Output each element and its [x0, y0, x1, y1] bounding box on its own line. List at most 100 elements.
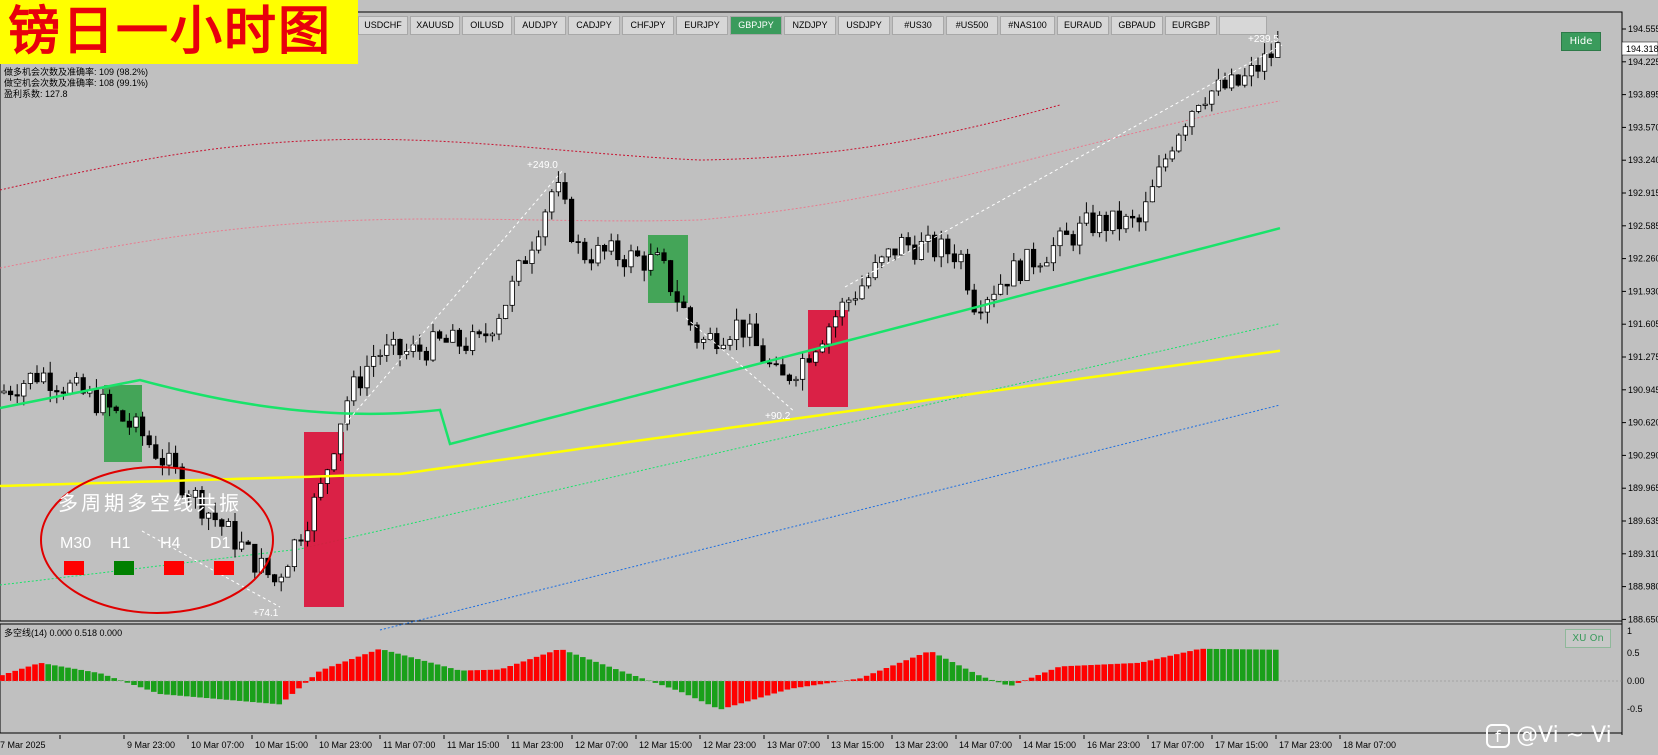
candle-body — [1215, 79, 1221, 92]
candle-body — [991, 293, 997, 301]
indicator-bar — [956, 665, 962, 681]
candle-body — [423, 350, 430, 361]
candle-body — [7, 390, 14, 396]
candle-body — [238, 541, 245, 550]
candle-body — [813, 351, 819, 363]
time-axis-label: 17 Mar 23:00 — [1279, 740, 1332, 750]
time-axis-label: 10 Mar 07:00 — [191, 740, 244, 750]
candle-body — [34, 372, 40, 383]
indicator-bar — [606, 666, 612, 681]
profit-factor: 盈利系数: 127.8 — [4, 89, 68, 99]
annotation-label: +239.5 — [1248, 34, 1279, 45]
indicator-bar — [811, 681, 817, 686]
indicator-bar — [1174, 654, 1180, 681]
indicator-bar — [923, 652, 929, 681]
tab-empty[interactable] — [1219, 16, 1267, 35]
indicator-bar — [672, 681, 678, 690]
candle-body — [522, 260, 529, 264]
indicator-bar — [1259, 649, 1266, 681]
candle-body — [1097, 214, 1103, 234]
indicator-bar — [1075, 665, 1081, 681]
candle-body — [331, 453, 337, 471]
indicator-bar — [65, 667, 71, 681]
indicator-bar — [98, 673, 104, 681]
candle-body — [852, 298, 859, 301]
indicator-bar — [731, 681, 738, 706]
tab-euraud[interactable]: EURAUD — [1057, 16, 1109, 35]
time-axis-label: 12 Mar 07:00 — [575, 740, 628, 750]
candle-body — [720, 344, 727, 350]
tab-nas100[interactable]: #NAS100 — [1000, 16, 1055, 35]
indicator-bar — [461, 670, 467, 681]
candle-body — [1182, 126, 1188, 136]
tab-eurjpy[interactable]: EURJPY — [676, 16, 728, 35]
highlight-circle — [40, 466, 274, 614]
candle-body — [978, 311, 984, 314]
time-axis-label: 11 Mar 15:00 — [447, 740, 499, 750]
tab-oilusd[interactable]: OILUSD — [462, 16, 512, 35]
indicator-bar — [936, 655, 942, 681]
tab-nzdjpy[interactable]: NZDJPY — [784, 16, 836, 35]
tab-eurgbp[interactable]: EURGBP — [1165, 16, 1217, 35]
hide-button[interactable]: Hide — [1561, 32, 1601, 51]
tab-usdchf[interactable]: USDCHF — [358, 16, 408, 35]
indicator-bar — [177, 681, 183, 696]
candle-body — [555, 182, 562, 193]
candle-body — [1268, 53, 1274, 58]
indicator-bar — [151, 681, 157, 692]
candle-body — [1242, 75, 1248, 86]
indicator-bar — [540, 654, 546, 681]
timeframe-label: H4 — [160, 535, 181, 552]
candle-body — [628, 250, 634, 268]
candle-body — [245, 541, 251, 545]
tab-xauusd[interactable]: XAUUSD — [410, 16, 460, 35]
tab-us30[interactable]: #US30 — [892, 16, 944, 35]
indicator-bar — [566, 652, 573, 681]
candle-body — [1004, 283, 1010, 287]
indicator-bar — [243, 681, 249, 702]
candle-body — [351, 376, 357, 402]
indicator-bar — [342, 661, 348, 681]
indicator-bar — [223, 681, 230, 700]
candle-body — [1163, 158, 1169, 168]
tab-cadjpy[interactable]: CADJPY — [568, 16, 620, 35]
candle-body — [1024, 248, 1030, 282]
timeframe-status-square — [214, 561, 234, 575]
long-stats: 做多机会次数及准确率: 109 (98.2%) — [4, 67, 149, 77]
indicator-bar — [1134, 662, 1140, 681]
indicator-bar — [428, 662, 434, 681]
xu-on-button[interactable]: XU On — [1565, 629, 1611, 648]
tab-chfjpy[interactable]: CHFJPY — [622, 16, 674, 35]
candle-body — [74, 377, 80, 384]
indicator-bar — [144, 681, 150, 690]
tab-gbpaud[interactable]: GBPAUD — [1111, 16, 1163, 35]
indicator-bar — [1108, 664, 1114, 681]
candle-body — [1169, 150, 1175, 160]
indicator-bar — [415, 659, 421, 681]
indicator-bar — [877, 670, 883, 681]
indicator-bar — [349, 659, 355, 681]
indicator-bar — [1233, 649, 1239, 681]
tab-usdjpy[interactable]: USDJPY — [838, 16, 890, 35]
candle-body — [839, 301, 845, 318]
candle-body — [793, 378, 799, 382]
tab-audjpy[interactable]: AUDJPY — [514, 16, 566, 35]
candle-body — [971, 289, 977, 313]
indicator-bar — [778, 681, 784, 692]
candle-body — [1136, 217, 1142, 223]
candle-body — [252, 543, 258, 573]
indicator-bar — [481, 669, 487, 681]
indicator-bar — [184, 681, 190, 697]
indicator-bar — [71, 668, 78, 681]
indicator-bar — [1240, 649, 1246, 681]
indicator-bar — [316, 671, 322, 681]
tab-gbpjpy[interactable]: GBPJPY — [730, 16, 782, 35]
indicator-bar — [1055, 667, 1061, 681]
tab-us500[interactable]: #US500 — [946, 16, 998, 35]
time-axis-label: 14 Mar 15:00 — [1023, 740, 1076, 750]
indicator-bar — [230, 681, 236, 701]
indicator-bar — [586, 659, 593, 681]
candle-body — [93, 389, 99, 414]
